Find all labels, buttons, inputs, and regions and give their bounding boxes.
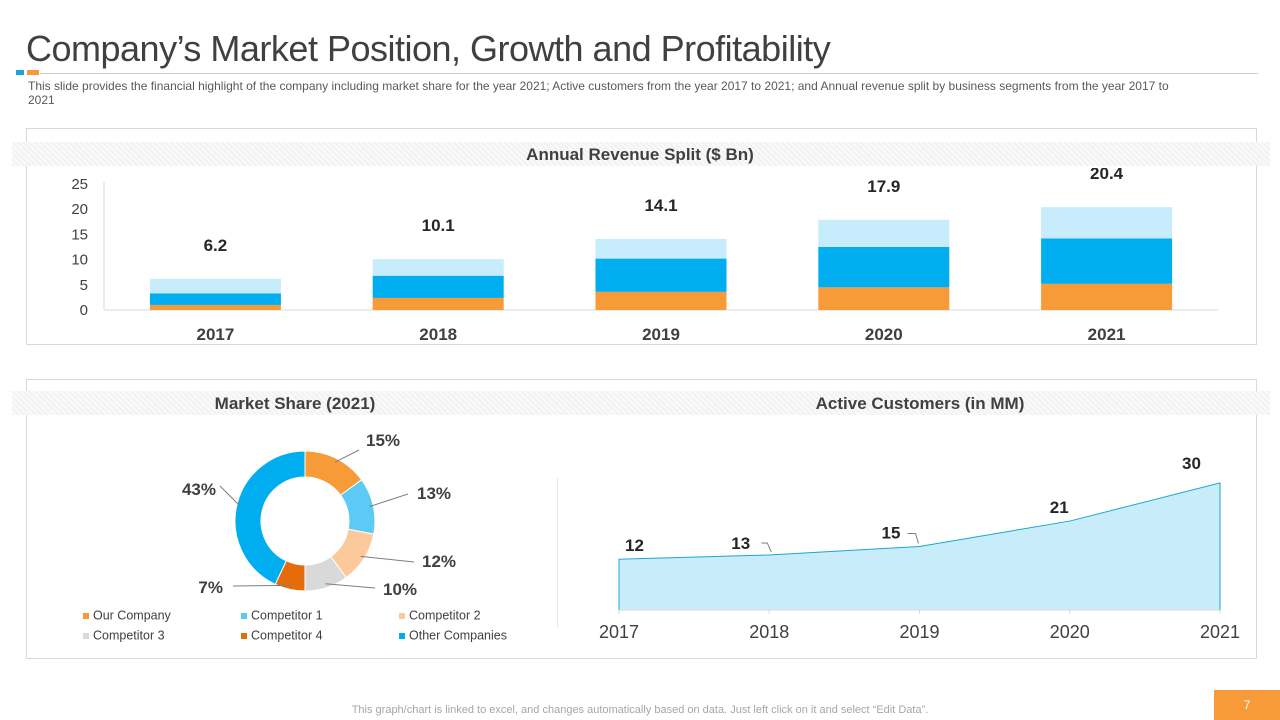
legend-swatch	[83, 633, 89, 639]
revenue-bar-2017-segment-3	[149, 278, 281, 294]
customers-value-label: 13	[731, 534, 750, 553]
legend-label: Competitor 3	[93, 629, 165, 643]
legend-label: Competitor 1	[251, 609, 323, 623]
market-share-title: Market Share (2021)	[214, 394, 376, 413]
donut-value-label: 12%	[422, 552, 456, 571]
legend-swatch	[241, 633, 247, 639]
revenue-total-label: 6.2	[204, 236, 228, 255]
footer-note: This graph/chart is linked to excel, and…	[351, 704, 929, 716]
customers-value-label: 15	[882, 523, 901, 542]
legend-swatch	[83, 613, 89, 619]
revenue-bar-2020-segment-3	[818, 219, 950, 247]
x-tick-label: 2021	[1200, 622, 1240, 642]
x-tick-label: 2020	[865, 325, 903, 344]
y-tick-label: 10	[71, 252, 88, 269]
x-tick-label: 2017	[196, 325, 234, 344]
legend-label: Other Companies	[409, 629, 507, 643]
revenue-total-label: 20.4	[1090, 168, 1124, 183]
title-accent-blue	[16, 70, 24, 75]
x-tick-label: 2020	[1050, 622, 1090, 642]
customers-value-label: 21	[1050, 498, 1069, 517]
y-tick-label: 0	[80, 302, 88, 319]
revenue-total-label: 17.9	[867, 177, 900, 196]
donut-value-label: 43%	[182, 480, 216, 499]
customers-value-label: 30	[1182, 454, 1201, 473]
x-tick-label: 2019	[899, 622, 939, 642]
revenue-title-band	[12, 142, 1270, 166]
revenue-total-label: 10.1	[422, 216, 455, 235]
customers-area	[618, 482, 1221, 611]
revenue-chart-title: Annual Revenue Split ($ Bn)	[526, 145, 754, 164]
revenue-bar-2020-segment-2	[818, 247, 950, 288]
legend-label: Our Company	[93, 609, 172, 623]
donut-value-label: 13%	[417, 484, 451, 503]
donut-value-label: 7%	[198, 578, 223, 597]
x-tick-label: 2018	[749, 622, 789, 642]
x-tick-label: 2017	[599, 622, 639, 642]
revenue-bar-2018-segment-3	[372, 259, 504, 276]
revenue-bar-2019-segment-3	[595, 238, 727, 259]
revenue-bar-2021-segment-1	[1041, 283, 1173, 310]
active-customers-title: Active Customers (in MM)	[815, 394, 1025, 413]
market-share-chart: 15% 13% 12% 10% 7% 43% Our Company Competitor 1…	[83, 431, 507, 643]
y-tick-label: 20	[71, 201, 88, 218]
chart-divider	[557, 478, 558, 628]
donut-leader-line	[334, 449, 360, 463]
x-tick-label: 2018	[419, 325, 457, 344]
donut-leader-line	[369, 493, 409, 508]
y-tick-label: 15	[71, 226, 88, 243]
legend-label: Competitor 4	[251, 629, 323, 643]
legend-swatch	[241, 613, 247, 619]
donut-leader-line	[360, 555, 415, 563]
donut-leader-line	[325, 583, 376, 589]
page-number: 7	[1214, 690, 1280, 720]
x-tick-label: 2021	[1088, 325, 1126, 344]
revenue-bar-2020-segment-1	[818, 287, 950, 310]
customers-value-label: 12	[625, 536, 644, 555]
donut-leader-line	[232, 584, 291, 587]
customers-leader-line	[761, 542, 772, 553]
x-tick-label: 2019	[642, 325, 680, 344]
customers-leader-line	[907, 532, 919, 544]
revenue-bar-2018-segment-1	[372, 297, 504, 310]
donut-value-label: 15%	[366, 431, 400, 450]
y-tick-label: 5	[80, 277, 88, 294]
revenue-total-label: 14.1	[644, 196, 677, 215]
bottom-title-band	[12, 391, 1270, 415]
revenue-bar-2019-segment-1	[595, 291, 727, 310]
donut-leader-line	[219, 485, 241, 507]
revenue-bar-2017-segment-1	[149, 304, 281, 310]
y-tick-label: 25	[71, 176, 88, 193]
revenue-bar-2017-segment-2	[149, 293, 281, 305]
revenue-chart: 0 5 10 15 20 25 6.2 2017 10.1 2018 14.1 2019 17.9 202…	[71, 168, 1218, 344]
slide-title: Company’s Market Position, Growth and Pr…	[26, 28, 831, 69]
legend-label: Competitor 2	[409, 609, 481, 623]
revenue-bar-2018-segment-2	[372, 275, 504, 298]
title-accent-orange	[27, 70, 39, 75]
revenue-bar-2019-segment-2	[595, 258, 727, 292]
slide-subtitle: This slide provides the financial highli…	[28, 79, 1169, 107]
donut-value-label: 10%	[383, 580, 417, 599]
active-customers-chart: 12 2017 13 2018 15 2019 21 2020 30 2021	[599, 454, 1240, 642]
donut-slice-other-companies	[234, 450, 306, 586]
legend-swatch	[399, 613, 405, 619]
title-rule	[40, 73, 1258, 74]
bottom-panel	[26, 379, 1257, 659]
revenue-bar-2021-segment-3	[1041, 207, 1173, 239]
revenue-bar-2021-segment-2	[1041, 238, 1173, 284]
legend-swatch	[399, 633, 405, 639]
